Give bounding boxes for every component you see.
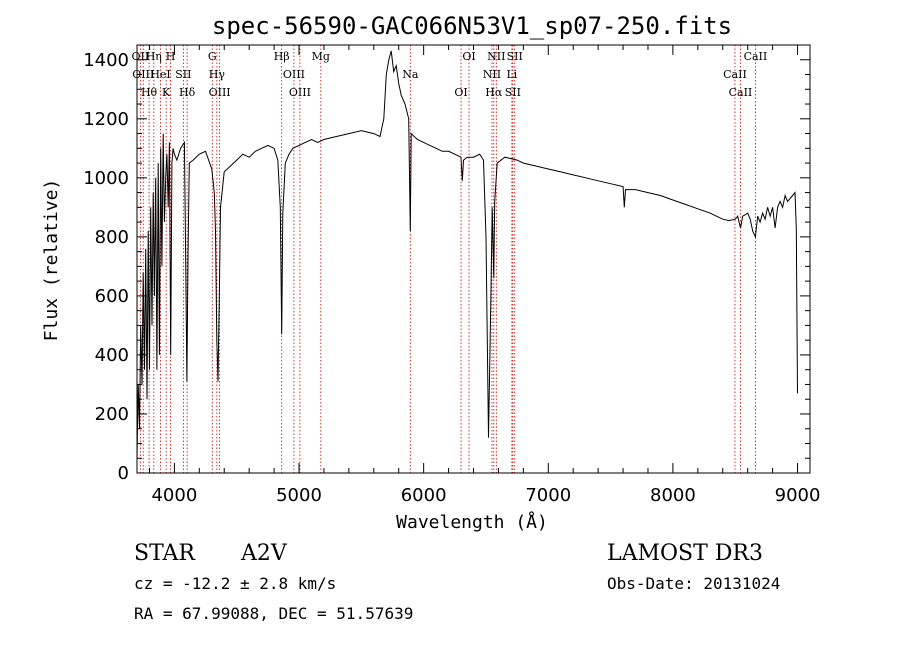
line-label-sii: SII bbox=[175, 68, 191, 81]
line-label-hγ: Hγ bbox=[209, 68, 226, 81]
plot-frame bbox=[136, 44, 811, 474]
line-label-hθ: Hθ bbox=[141, 86, 158, 99]
y-tick-label: 0 bbox=[118, 463, 129, 484]
line-label-mg: Mg bbox=[312, 50, 330, 63]
x-tick-label: 8000 bbox=[650, 485, 696, 506]
line-label-hα: Hα bbox=[485, 86, 503, 99]
line-label-oiii: OIII bbox=[283, 68, 305, 81]
y-axis-label: Flux (relative) bbox=[41, 179, 62, 342]
line-label-li: Li bbox=[506, 68, 517, 81]
spectral-line-markers bbox=[139, 45, 756, 473]
y-tick-label: 600 bbox=[95, 286, 129, 307]
x-axis-label: Wavelength (Å) bbox=[396, 511, 548, 533]
y-tick-label: 1400 bbox=[83, 50, 129, 71]
line-label-oiii: OIII bbox=[132, 68, 154, 81]
coordinates-readout: RA = 67.99088, DEC = 51.57639 bbox=[134, 604, 414, 623]
x-tick-label: 9000 bbox=[775, 485, 821, 506]
y-tick-label: 800 bbox=[95, 227, 129, 248]
chart-title: spec-56590-GAC066N53V1_sp07-250.fits bbox=[212, 12, 732, 40]
line-label-oi: OI bbox=[462, 50, 475, 63]
x-tick-label: 7000 bbox=[525, 485, 571, 506]
line-label-caii: CaII bbox=[729, 86, 753, 99]
spectral-line-labels: OIIOIIIHθHηHeIKHSIIHδGHγOIIIHβOIIIOIIIMg… bbox=[132, 50, 768, 99]
line-label-sii: SII bbox=[507, 50, 523, 63]
line-label-oiii: OIII bbox=[209, 86, 231, 99]
line-label-hβ: Hβ bbox=[274, 50, 290, 63]
x-tick-label: 4000 bbox=[151, 485, 197, 506]
redshift-readout: cz = -12.2 ± 2.8 km/s bbox=[134, 574, 337, 593]
line-label-nii: NII bbox=[483, 68, 501, 81]
observation-date: Obs-Date: 20131024 bbox=[607, 574, 781, 593]
y-axis: 0 200 400 600 800 1000 1200 1400 bbox=[83, 50, 810, 484]
x-tick-label: 5000 bbox=[276, 485, 322, 506]
line-label-nii: NII bbox=[487, 50, 505, 63]
line-label-g: G bbox=[208, 50, 217, 63]
spectrum-series bbox=[136, 50, 798, 459]
y-tick-label: 400 bbox=[95, 345, 129, 366]
line-label-oi: OI bbox=[454, 86, 467, 99]
survey-name: LAMOST DR3 bbox=[607, 541, 763, 566]
line-label-oiii: OIII bbox=[289, 86, 311, 99]
y-tick-label: 200 bbox=[95, 404, 129, 425]
line-label-hη: Hη bbox=[146, 50, 162, 63]
line-label-na: Na bbox=[402, 68, 419, 81]
y-tick-label: 1000 bbox=[83, 168, 129, 189]
x-axis: 4000 5000 6000 7000 8000 9000 bbox=[148, 45, 821, 506]
line-label-hδ: Hδ bbox=[179, 86, 196, 99]
spectrum-chart: spec-56590-GAC066N53V1_sp07-250.fits OII… bbox=[41, 12, 821, 533]
line-label-h: H bbox=[166, 50, 176, 63]
line-label-hei: HeI bbox=[150, 68, 170, 81]
line-label-k: K bbox=[162, 86, 171, 99]
y-tick-label: 1200 bbox=[83, 109, 129, 130]
spectral-subclass: A2V bbox=[241, 541, 287, 566]
spectrum-line bbox=[136, 50, 798, 459]
line-label-caii: CaII bbox=[744, 50, 768, 63]
object-class: STAR bbox=[134, 541, 195, 566]
line-label-sii: SII bbox=[505, 86, 521, 99]
line-label-caii: CaII bbox=[723, 68, 747, 81]
x-tick-label: 6000 bbox=[401, 485, 447, 506]
